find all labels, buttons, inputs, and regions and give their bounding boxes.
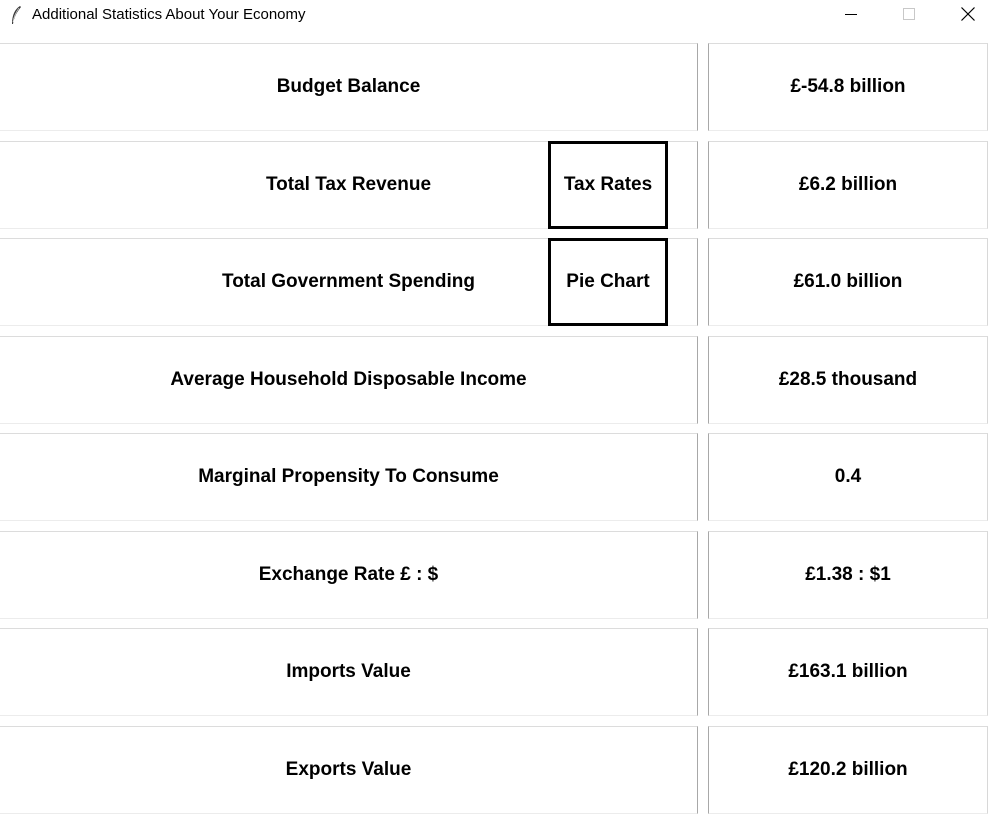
maximize-button bbox=[886, 0, 932, 30]
close-icon bbox=[961, 7, 975, 21]
close-button[interactable] bbox=[945, 0, 991, 30]
minimize-button[interactable] bbox=[829, 0, 875, 30]
maximize-icon bbox=[903, 8, 915, 20]
exports-value-value: £120.2 billion bbox=[708, 726, 988, 814]
exports-value-label: Exports Value bbox=[0, 726, 698, 814]
total-government-spending-value: £61.0 billion bbox=[708, 238, 988, 326]
average-household-disposable-income-label: Average Household Disposable Income bbox=[0, 336, 698, 424]
budget-balance-label: Budget Balance bbox=[0, 43, 698, 131]
imports-value-label: Imports Value bbox=[0, 628, 698, 716]
minimize-icon bbox=[845, 14, 857, 15]
marginal-propensity-to-consume-label: Marginal Propensity To Consume bbox=[0, 433, 698, 521]
window-title: Additional Statistics About Your Economy bbox=[32, 6, 306, 23]
total-tax-revenue-value: £6.2 billion bbox=[708, 141, 988, 229]
pie-chart-button[interactable]: Pie Chart bbox=[548, 238, 668, 326]
budget-balance-value: £-54.8 billion bbox=[708, 43, 988, 131]
average-household-disposable-income-value: £28.5 thousand bbox=[708, 336, 988, 424]
exchange-rate-value: £1.38 : $1 bbox=[708, 531, 988, 619]
imports-value-value: £163.1 billion bbox=[708, 628, 988, 716]
tax-rates-button[interactable]: Tax Rates bbox=[548, 141, 668, 229]
feather-icon bbox=[9, 5, 23, 25]
marginal-propensity-to-consume-value: 0.4 bbox=[708, 433, 988, 521]
title-bar: Additional Statistics About Your Economy bbox=[0, 0, 995, 30]
exchange-rate-label: Exchange Rate £ : $ bbox=[0, 531, 698, 619]
